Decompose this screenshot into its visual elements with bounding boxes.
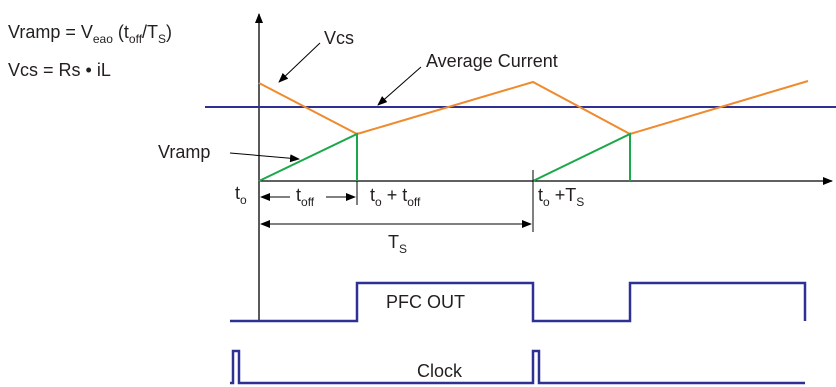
average-current-pointer-arrow — [377, 66, 422, 106]
vcs-label: Vcs — [324, 28, 354, 48]
vramp-pointer-arrow — [229, 152, 300, 163]
toff-label: toff — [296, 185, 315, 209]
t0-label: to — [235, 183, 247, 207]
pfc-out-signal — [230, 281, 807, 323]
t0-plus-ts-label: to +TS — [538, 185, 584, 209]
vramp-equation: Vramp = Veao (toff/TS) — [8, 22, 172, 46]
vcs-equation: Vcs = Rs • iL — [8, 60, 111, 80]
vramp-waveform-2 — [532, 132, 631, 182]
vramp-label: Vramp — [158, 142, 210, 162]
pfc-out-label: PFC OUT — [386, 292, 465, 312]
t0-plus-toff-label: to + toff — [370, 185, 421, 209]
clock-signal — [230, 349, 805, 385]
vcs-pointer-arrow — [278, 42, 321, 83]
vcs-waveform — [258, 80, 809, 136]
clock-label: Clock — [417, 361, 463, 381]
vramp-waveform-1 — [258, 132, 358, 182]
average-current-label: Average Current — [426, 51, 558, 71]
ts-label: TS — [388, 232, 407, 256]
